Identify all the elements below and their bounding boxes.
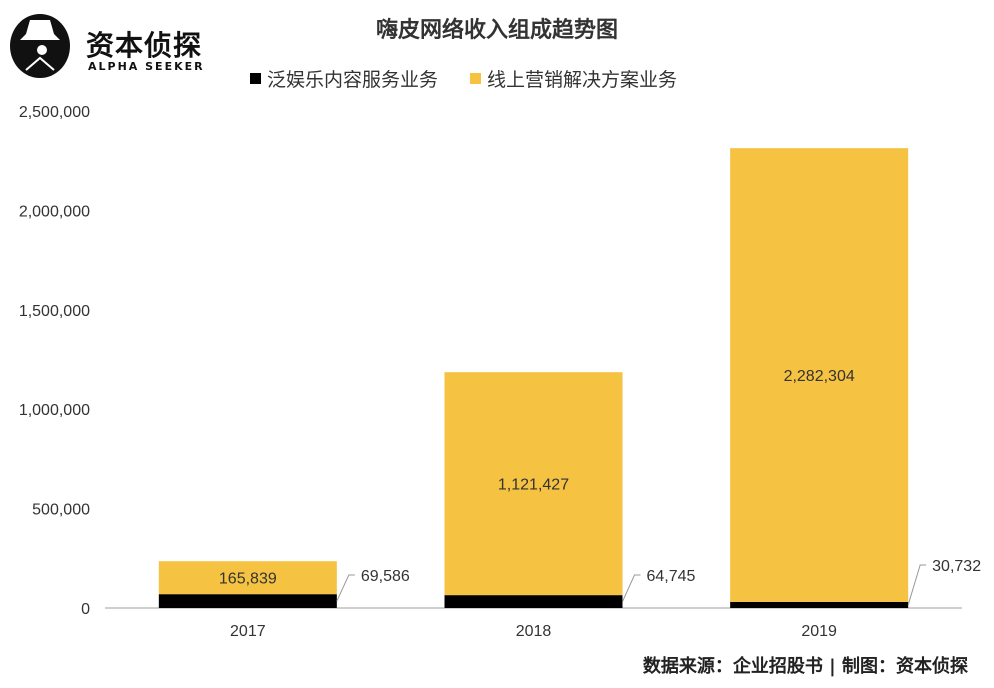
y-tick-label: 2,000,000 [19, 203, 90, 220]
leader-line [622, 574, 641, 602]
y-tick-label: 2,500,000 [19, 104, 90, 121]
x-tick-label: 2018 [516, 623, 552, 640]
leader-line [336, 574, 355, 602]
bar-marketing-2017 [158, 561, 337, 595]
bar-entertainment-2018 [444, 595, 623, 608]
data-label: 1,121,427 [498, 477, 569, 494]
legend-label: 线上营销解决方案业务 [487, 69, 678, 91]
y-tick-label: 1,500,000 [19, 303, 90, 320]
data-label: 165,839 [219, 571, 277, 588]
x-tick-label: 2019 [801, 623, 837, 640]
data-label: 2,282,304 [784, 368, 855, 385]
bar-marketing-2018 [444, 372, 623, 596]
y-tick-label: 500,000 [32, 502, 90, 519]
chart-title: 嗨皮网络收入组成趋势图 [375, 18, 618, 43]
data-label: 30,732 [932, 558, 981, 575]
legend-item-marketing: 线上营销解决方案业务 [470, 65, 677, 92]
legend-swatch-black [250, 73, 261, 84]
bar-marketing-2019 [730, 148, 909, 602]
legend-swatch-yellow [470, 73, 482, 84]
source-note: 数据来源：企业招股书 | 制图：资本侦探 [642, 656, 968, 677]
leader-line [907, 564, 927, 606]
detective-logo-icon [10, 14, 70, 78]
data-label: 64,745 [647, 568, 696, 585]
y-tick-label: 0 [81, 601, 90, 618]
logo-title: 资本侦探 [86, 29, 203, 62]
x-tick-label: 2017 [230, 623, 266, 640]
data-label: 69,586 [361, 568, 410, 585]
legend-label: 泛娱乐内容服务业务 [267, 69, 439, 91]
bar-entertainment-2017 [158, 594, 337, 608]
bar-entertainment-2019 [730, 601, 909, 608]
y-tick-label: 1,000,000 [19, 402, 90, 419]
legend-item-entertainment: 泛娱乐内容服务业务 [250, 65, 438, 92]
logo: 资本侦探 ALPHA SEEKER [8, 10, 228, 80]
logo-subtitle: ALPHA SEEKER [88, 60, 205, 73]
legend: 泛娱乐内容服务业务 线上营销解决方案业务 [250, 65, 677, 92]
